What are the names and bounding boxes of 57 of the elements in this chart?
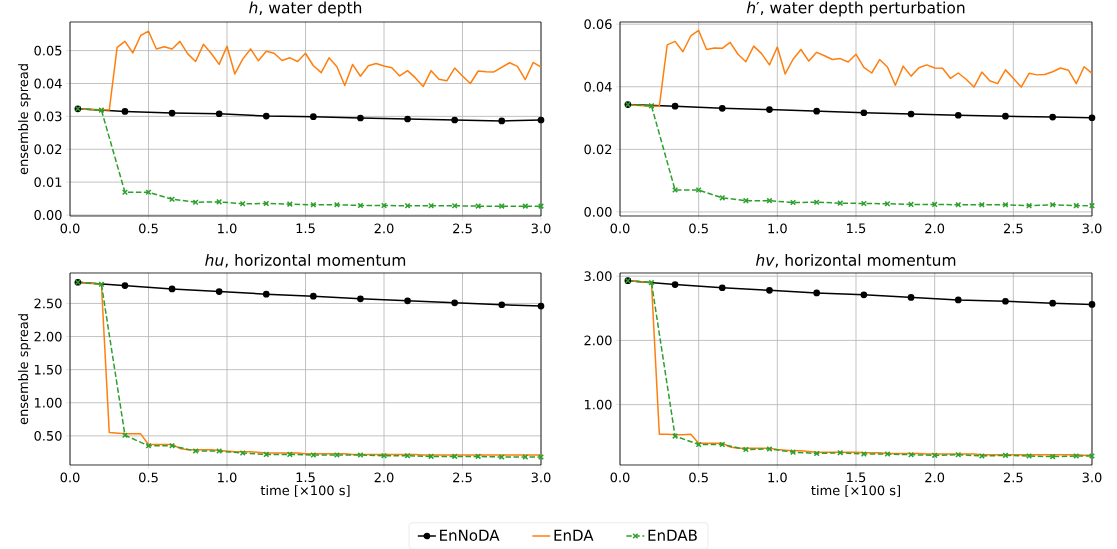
x-tick-label: 2.5 [1003, 223, 1023, 234]
y-tick-label: 2.50 [34, 298, 62, 309]
x-tick-label: 1.5 [296, 223, 315, 234]
x-tick-label: 2.5 [453, 223, 472, 234]
chart-title: h′, water depth perturbation [746, 1, 965, 17]
legend-label: EnNoDA [440, 529, 500, 541]
x-tick-label: 1.0 [768, 472, 787, 483]
x-tick-label: 0.0 [60, 472, 80, 483]
y-tick-label: 1.00 [584, 399, 612, 410]
legend-label: EnDA [554, 529, 594, 541]
x-tick-label: 1.0 [768, 223, 787, 234]
x-tick-label: 0.5 [689, 223, 708, 234]
x-tick-label: 2.0 [374, 472, 394, 483]
y-tick-label: 0.04 [34, 78, 62, 89]
x-tick-label: 3.0 [531, 472, 551, 483]
chart-title: h, water depth [249, 1, 362, 17]
y-tick-label: 0.00 [584, 207, 612, 217]
y-axis-title: ensemble spread [18, 64, 31, 175]
x-tick-label: 1.0 [218, 472, 237, 483]
y-tick-label: 0.00 [34, 210, 62, 220]
x-tick-label: 1.5 [847, 223, 866, 234]
y-tick-label: 0.03 [34, 111, 62, 122]
x-tick-label: 1.0 [218, 223, 237, 234]
x-tick-label: 0.5 [139, 223, 158, 234]
x-tick-label: 1.5 [847, 472, 866, 483]
x-tick-label: 2.0 [925, 223, 945, 234]
chart-title: hu, horizontal momentum [205, 253, 406, 268]
x-tick-label: 2.0 [925, 472, 945, 483]
x-tick-label: 1.5 [296, 472, 315, 483]
x-tick-label: 0.0 [610, 223, 630, 234]
x-tick-label: 2.0 [374, 223, 394, 234]
y-tick-label: 0.02 [34, 144, 62, 155]
chart-title: hv, horizontal momentum [755, 253, 956, 268]
x-tick-label: 3.0 [1082, 472, 1102, 483]
x-tick-label: 0.5 [139, 472, 158, 483]
legend-label: EnDAB [648, 529, 697, 541]
y-tick-label: 0.04 [584, 81, 612, 92]
x-tick-label: 2.5 [453, 472, 472, 483]
x-tick-label: 0.5 [689, 472, 708, 483]
x-tick-label: 3.0 [531, 223, 551, 234]
y-tick-label: 0.02 [584, 144, 612, 155]
x-tick-label: 0.0 [610, 472, 630, 483]
x-tick-label: 0.0 [60, 223, 80, 234]
y-tick-label: 2.00 [34, 331, 62, 342]
y-tick-label: 1.00 [34, 397, 62, 408]
y-tick-label: 0.05 [34, 45, 62, 56]
y-tick-label: 1.50 [34, 364, 62, 375]
x-axis-title: time [×100 s] [811, 485, 900, 497]
y-tick-label: 0.06 [584, 19, 612, 30]
x-tick-label: 2.5 [1003, 472, 1023, 483]
x-tick-label: 3.0 [1082, 223, 1102, 234]
y-tick-label: 0.50 [34, 430, 62, 441]
y-tick-label: 0.01 [34, 177, 62, 188]
y-axis-title: ensemble spread [18, 314, 31, 425]
x-axis-title: time [×100 s] [260, 485, 350, 497]
y-tick-label: 2.00 [584, 335, 612, 346]
y-tick-label: 3.00 [584, 271, 612, 282]
